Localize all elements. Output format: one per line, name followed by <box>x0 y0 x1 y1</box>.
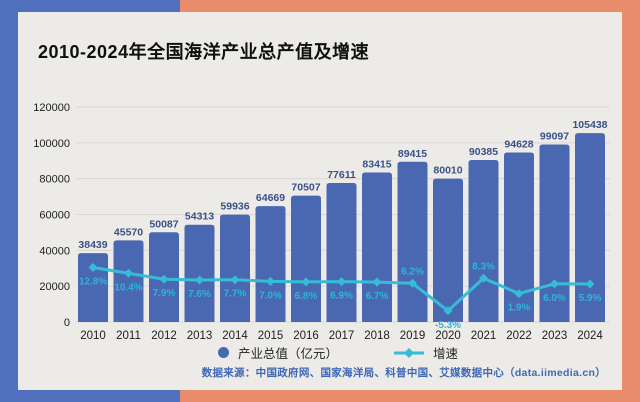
legend-item-bar: 产业总值（亿元） <box>217 343 338 362</box>
legend-bar-label: 产业总值（亿元） <box>237 347 338 361</box>
data-source: 数据来源：中国政府网、国家海洋局、科普中国、艾媒数据中心（data.iimedi… <box>201 367 606 379</box>
legend: 产业总值（亿元） 增速 <box>78 343 598 362</box>
bar-series-dot-icon <box>217 347 229 358</box>
chart-card: 2010-2024年全国海洋产业总产值及增速 产业总值（亿元） 增速 数据来源：… <box>18 12 622 390</box>
legend-line-label: 增速 <box>433 347 459 361</box>
legend-item-line: 增速 <box>394 343 458 362</box>
line-series-marker-icon <box>394 347 424 358</box>
chart-title: 2010-2024年全国海洋产业总产值及增速 <box>38 42 370 62</box>
